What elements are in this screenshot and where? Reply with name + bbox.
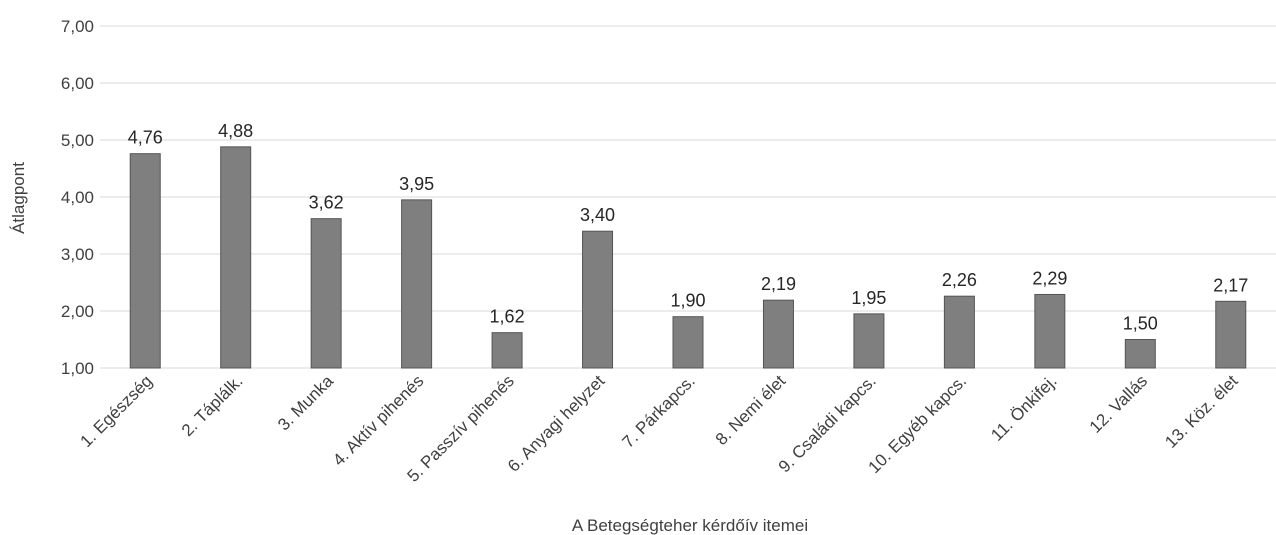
data-label: 2,29	[1032, 268, 1067, 288]
bar	[1034, 293, 1066, 369]
x-axis-title: A Betegségteher kérdőív itemei	[572, 516, 808, 535]
x-tick-label: 2. Táplálk.	[178, 371, 247, 440]
data-label: 4,76	[128, 128, 163, 148]
x-tick-label: 1. Egészség	[76, 371, 156, 451]
x-tick-label: 10. Egyéb kapcs.	[865, 371, 971, 477]
x-tick-label: 8. Nemi élet	[712, 371, 790, 449]
bar	[401, 199, 433, 369]
bar	[943, 295, 975, 369]
data-label: 2,19	[761, 274, 796, 294]
data-label: 3,40	[580, 205, 615, 225]
gridlines	[100, 25, 1276, 369]
data-label: 2,26	[942, 270, 977, 290]
y-tick-label: 6,00	[61, 74, 94, 93]
y-tick-label: 1,00	[61, 359, 94, 378]
bar	[1124, 339, 1156, 369]
y-axis-ticks: 1,00 2,00 3,00 4,00 5,00 6,00 7,00	[61, 17, 94, 378]
y-tick-label: 4,00	[61, 188, 94, 207]
data-label: 3,95	[399, 174, 434, 194]
bar	[491, 332, 523, 369]
data-label: 1,95	[851, 288, 886, 308]
y-tick-label: 2,00	[61, 302, 94, 321]
bar	[582, 230, 614, 369]
bar	[1215, 300, 1247, 369]
x-tick-label: 3. Munka	[274, 371, 337, 434]
y-axis-title: Átlagpont	[9, 162, 28, 234]
x-tick-label: 12. Vallás	[1086, 371, 1151, 436]
x-tick-label: 6. Anyagi helyzet	[504, 371, 609, 476]
x-tick-label: 7. Párkapcs.	[619, 371, 699, 451]
bar	[672, 316, 704, 369]
x-tick-label: 11. Önkifej.	[987, 371, 1060, 444]
x-tick-label: 13. Köz. élet	[1161, 371, 1241, 451]
data-labels: 4,76 4,88 3,62 3,95 1,62 3,40 1,90 2,19 1,95 2,26…	[128, 121, 1249, 334]
bar	[310, 218, 342, 369]
x-tick-label: 9. Családi kapcs.	[775, 371, 880, 476]
bar	[129, 153, 161, 369]
x-tick-label: 4. Aktív pihenés	[329, 371, 427, 469]
y-tick-label: 5,00	[61, 131, 94, 150]
bar	[853, 313, 885, 369]
data-label: 4,88	[218, 121, 253, 141]
data-label: 1,90	[670, 291, 705, 311]
bar	[220, 146, 252, 369]
bar	[762, 299, 794, 369]
bars	[129, 146, 1247, 369]
data-label: 1,50	[1123, 314, 1158, 334]
data-label: 2,17	[1213, 275, 1248, 295]
y-tick-label: 7,00	[61, 17, 94, 36]
data-label: 1,62	[490, 307, 525, 327]
y-tick-label: 3,00	[61, 245, 94, 264]
data-label: 3,62	[309, 193, 344, 213]
